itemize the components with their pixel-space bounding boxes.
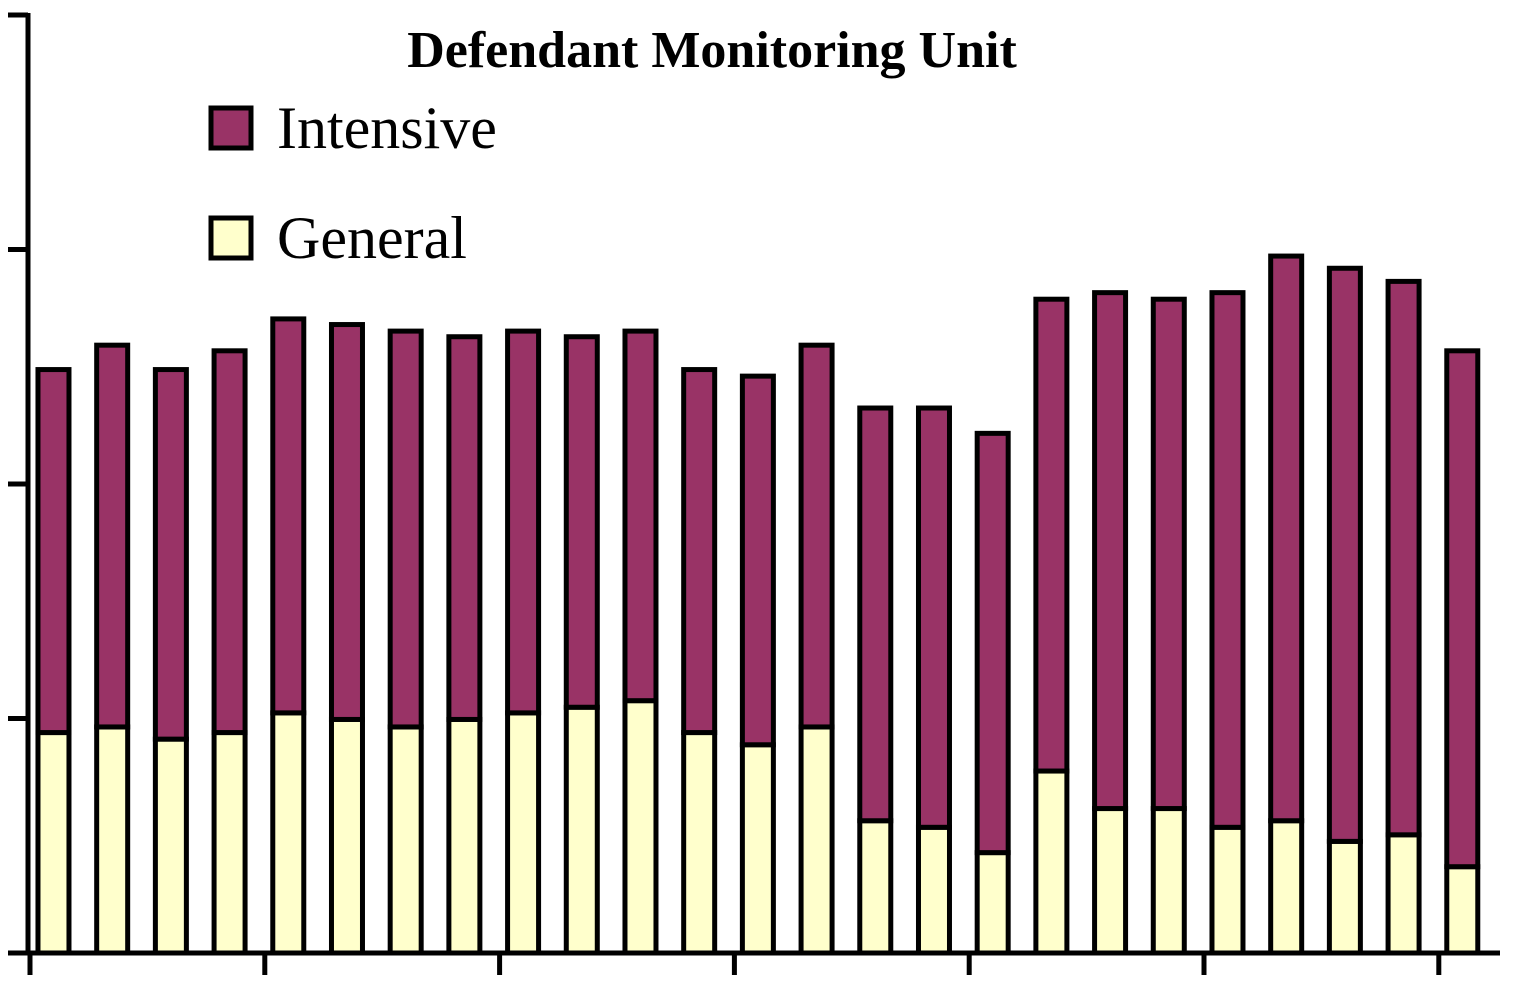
bar-segment xyxy=(857,405,894,824)
bar-segment xyxy=(1326,838,1363,956)
bar-segment xyxy=(974,430,1011,856)
bar-segment xyxy=(211,348,248,736)
bar-segment xyxy=(1326,265,1363,844)
chart-title: Defendant Monitoring Unit xyxy=(407,22,1017,79)
bar-segment xyxy=(563,704,600,956)
bar-segment xyxy=(1268,253,1305,824)
bar-segment xyxy=(35,367,72,736)
bar-segment xyxy=(328,716,365,956)
bar-segment xyxy=(505,328,542,716)
bar-segment xyxy=(35,730,72,956)
bar-segment xyxy=(270,710,307,956)
bar-segment xyxy=(94,342,131,730)
bar-segment xyxy=(1385,832,1422,956)
bar-segment xyxy=(387,328,424,730)
bar-segment xyxy=(563,334,600,710)
bar-segment xyxy=(152,367,189,742)
bar-segment xyxy=(739,373,776,748)
bar-segment xyxy=(1385,278,1422,838)
bar-segment xyxy=(446,334,483,722)
bar-segment xyxy=(739,742,776,956)
legend-swatch xyxy=(208,105,254,151)
bar-segment xyxy=(622,328,659,704)
bar-segment xyxy=(915,405,952,830)
bar-segment xyxy=(1092,806,1129,956)
bar-segment xyxy=(152,736,189,956)
bar-segment xyxy=(915,824,952,956)
bar-segment xyxy=(446,716,483,956)
legend-swatch xyxy=(208,215,254,261)
bar-segment xyxy=(681,367,718,736)
bar-segment xyxy=(1444,864,1481,956)
bar-segment xyxy=(1209,290,1246,830)
bar-segment xyxy=(798,724,835,956)
bar-segment xyxy=(211,730,248,956)
bar-segment xyxy=(974,850,1011,956)
bar-segment xyxy=(1150,806,1187,956)
legend-label: Intensive xyxy=(277,95,497,161)
bar-segment xyxy=(1150,296,1187,812)
bar-segment xyxy=(1033,296,1070,774)
bar-segment xyxy=(622,698,659,956)
bar-segment xyxy=(857,818,894,956)
bar-segment xyxy=(1033,768,1070,956)
legend-label: General xyxy=(277,205,467,271)
bar-segment xyxy=(94,724,131,956)
bar-segment xyxy=(1268,818,1305,956)
bar-segment xyxy=(1092,290,1129,812)
bar-segment xyxy=(328,322,365,722)
bar-segment xyxy=(681,730,718,956)
bar-segment xyxy=(798,342,835,730)
bar-segment xyxy=(270,316,307,716)
bar-segment xyxy=(505,710,542,956)
bar-segment xyxy=(1444,348,1481,870)
bar-segment xyxy=(387,724,424,956)
bar-segment xyxy=(1209,824,1246,956)
